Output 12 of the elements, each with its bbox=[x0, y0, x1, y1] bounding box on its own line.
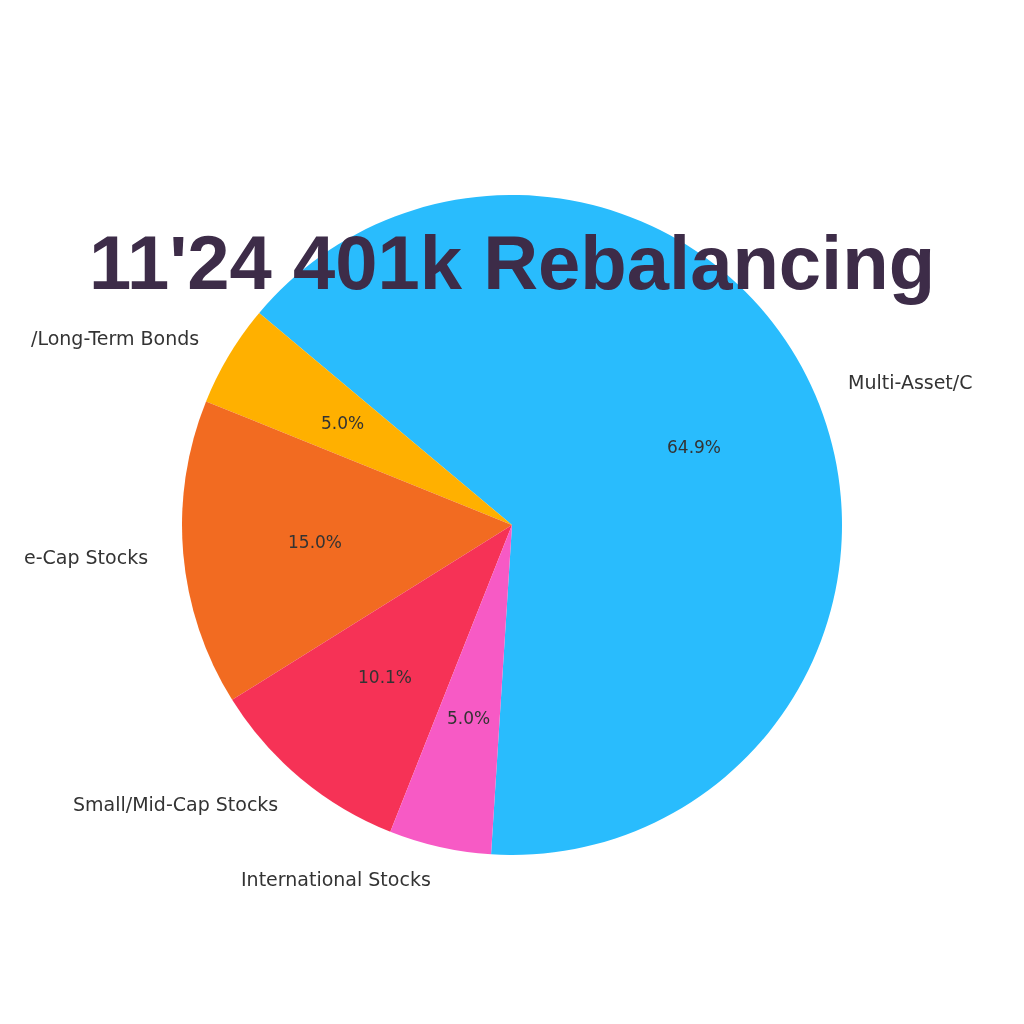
data-label: 64.9% bbox=[667, 437, 722, 457]
slice-label: Multi-Asset/C bbox=[848, 371, 973, 393]
data-label: 10.1% bbox=[358, 667, 413, 687]
data-label: 5.0% bbox=[447, 708, 491, 728]
data-label: 15.0% bbox=[288, 532, 343, 552]
slice-label: Small/Mid-Cap Stocks bbox=[73, 793, 279, 815]
slice-label: International Stocks bbox=[241, 868, 431, 890]
slice-label: /Long-Term Bonds bbox=[31, 327, 200, 349]
pie-slice bbox=[206, 312, 512, 525]
slice-label: e-Cap Stocks bbox=[24, 546, 149, 568]
data-label: 5.0% bbox=[321, 413, 365, 433]
pie-slice bbox=[182, 401, 512, 700]
